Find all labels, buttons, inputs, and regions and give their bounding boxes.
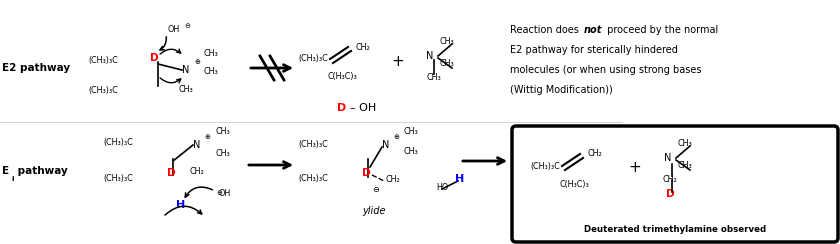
Text: CH₂: CH₂ bbox=[386, 174, 401, 183]
Text: CH₃: CH₃ bbox=[404, 126, 419, 135]
Text: proceed by the normal: proceed by the normal bbox=[604, 25, 718, 35]
Text: N: N bbox=[193, 140, 201, 150]
Text: C(H₃C)₃: C(H₃C)₃ bbox=[559, 180, 589, 189]
Text: CH₂: CH₂ bbox=[356, 42, 370, 51]
Text: CH₃: CH₃ bbox=[678, 140, 693, 149]
Text: +: + bbox=[628, 161, 642, 175]
FancyBboxPatch shape bbox=[512, 126, 838, 242]
Text: CH₃: CH₃ bbox=[440, 38, 454, 47]
Text: D: D bbox=[665, 189, 675, 199]
Text: CH₃: CH₃ bbox=[404, 146, 419, 155]
Text: CH₃: CH₃ bbox=[440, 60, 454, 69]
Text: CH₃: CH₃ bbox=[427, 73, 441, 82]
Text: (CH₃)₃C: (CH₃)₃C bbox=[88, 55, 118, 64]
Text: not: not bbox=[584, 25, 602, 35]
Text: molecules (or when using strong bases: molecules (or when using strong bases bbox=[510, 65, 701, 75]
Text: D: D bbox=[362, 168, 370, 178]
Text: E: E bbox=[2, 166, 9, 176]
Text: N: N bbox=[664, 153, 672, 163]
Text: E2 pathway for sterically hindered: E2 pathway for sterically hindered bbox=[510, 45, 678, 55]
Text: D: D bbox=[166, 168, 176, 178]
Text: (Wittig Modification)): (Wittig Modification)) bbox=[510, 85, 612, 95]
Text: (CH₃)₃C: (CH₃)₃C bbox=[298, 54, 328, 63]
Text: ⊖: ⊖ bbox=[216, 190, 222, 196]
Text: (CH₃)₃C: (CH₃)₃C bbox=[103, 174, 133, 183]
Text: pathway: pathway bbox=[14, 166, 68, 176]
Text: CH₂: CH₂ bbox=[190, 166, 204, 175]
Text: i: i bbox=[11, 176, 13, 182]
Text: OH: OH bbox=[219, 189, 231, 197]
Text: N: N bbox=[427, 51, 433, 61]
Text: ⊖: ⊖ bbox=[184, 23, 190, 29]
Text: (CH₃)₃C: (CH₃)₃C bbox=[298, 174, 328, 183]
Text: D: D bbox=[150, 53, 158, 63]
Text: (CH₃)₃C: (CH₃)₃C bbox=[103, 139, 133, 148]
Text: Reaction does: Reaction does bbox=[510, 25, 582, 35]
Text: CH₃: CH₃ bbox=[215, 149, 230, 157]
Text: ylide: ylide bbox=[362, 206, 386, 216]
Text: ⊕: ⊕ bbox=[194, 59, 200, 65]
Text: C(H₃C)₃: C(H₃C)₃ bbox=[327, 72, 357, 81]
Text: +: + bbox=[391, 54, 404, 70]
Text: ⊖: ⊖ bbox=[372, 184, 380, 193]
Text: CH₃: CH₃ bbox=[179, 85, 193, 94]
Text: CH₂: CH₂ bbox=[588, 150, 603, 159]
Text: CH₃: CH₃ bbox=[215, 126, 230, 135]
Text: N: N bbox=[182, 65, 190, 75]
Text: E2 pathway: E2 pathway bbox=[2, 63, 70, 73]
Text: Deuterated trimethylamine observed: Deuterated trimethylamine observed bbox=[584, 225, 766, 234]
Text: CH₃: CH₃ bbox=[204, 50, 218, 59]
Text: CH₃: CH₃ bbox=[678, 162, 693, 171]
Text: HO: HO bbox=[436, 183, 448, 192]
Text: – OH: – OH bbox=[350, 103, 376, 113]
Text: (CH₃)₃C: (CH₃)₃C bbox=[530, 162, 560, 171]
Text: ⊕: ⊕ bbox=[204, 134, 210, 140]
Text: (CH₃)₃C: (CH₃)₃C bbox=[88, 85, 118, 94]
Text: H: H bbox=[455, 174, 465, 184]
Text: N: N bbox=[382, 140, 390, 150]
Text: (CH₃)₃C: (CH₃)₃C bbox=[298, 141, 328, 150]
Text: OH: OH bbox=[168, 26, 181, 34]
Text: CH₂: CH₂ bbox=[663, 175, 677, 184]
Text: H: H bbox=[176, 200, 186, 210]
Text: ⊕: ⊕ bbox=[393, 134, 399, 140]
Text: CH₃: CH₃ bbox=[204, 68, 218, 77]
Text: D: D bbox=[338, 103, 347, 113]
